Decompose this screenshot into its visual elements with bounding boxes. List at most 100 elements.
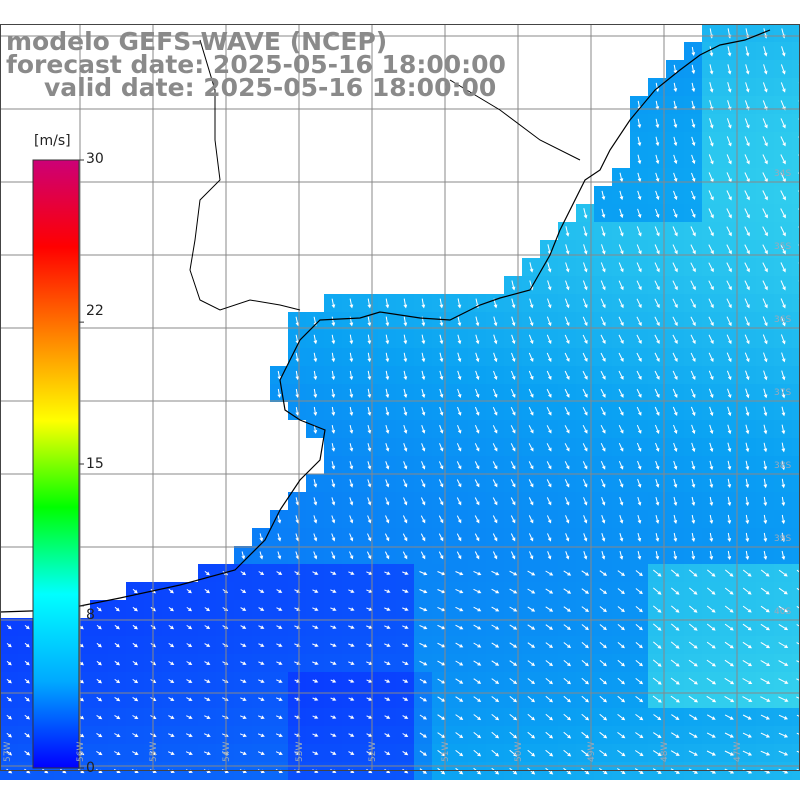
- wind-arrow: [637, 550, 642, 560]
- wind-arrow: [581, 642, 589, 649]
- wind-arrow: [204, 571, 210, 576]
- wind-arrow: [742, 587, 752, 595]
- wind-arrow: [511, 334, 516, 345]
- wind-arrow: [547, 533, 552, 542]
- wind-arrow: [528, 406, 534, 416]
- wind-arrow: [546, 316, 552, 327]
- wind-arrow: [510, 533, 516, 542]
- wind-arrow: [724, 677, 735, 685]
- wind-arrow: [456, 533, 462, 542]
- wind-arrow: [510, 370, 516, 380]
- wind-arrow: [780, 334, 786, 345]
- wind-arrow: [781, 478, 786, 489]
- wind-arrow: [780, 316, 786, 327]
- wind-arrow: [240, 625, 247, 629]
- wind-arrow: [385, 461, 390, 470]
- wind-arrow: [491, 570, 500, 576]
- wind-arrow: [582, 334, 588, 345]
- wind-arrow: [780, 280, 786, 291]
- wind-arrow: [601, 208, 606, 219]
- wind-arrow: [724, 695, 735, 703]
- wind-arrow: [527, 588, 536, 594]
- wind-arrow: [331, 370, 336, 381]
- wind-arrow: [727, 64, 732, 75]
- wind-arrow: [545, 606, 554, 612]
- wind-arrow: [473, 678, 482, 684]
- wind-arrow: [581, 570, 590, 576]
- ocean-cell: [792, 42, 800, 60]
- wind-arrow: [186, 697, 193, 701]
- wind-arrow: [295, 497, 300, 506]
- longitude-label: 47W: [733, 742, 743, 762]
- wind-arrow: [600, 370, 606, 380]
- wind-arrow: [419, 642, 428, 648]
- wind-arrow: [618, 226, 624, 237]
- wind-arrow: [708, 370, 714, 381]
- wind-arrow: [672, 316, 678, 327]
- ocean-cell: [792, 618, 800, 636]
- wind-arrow: [796, 768, 800, 772]
- wind-arrow: [654, 244, 660, 255]
- graticule: [0, 24, 800, 770]
- wind-arrow: [367, 388, 372, 399]
- colorbar-tick-label: 22: [86, 303, 104, 319]
- wind-arrow: [600, 280, 606, 291]
- wind-arrow: [455, 678, 464, 684]
- wind-arrow: [455, 732, 464, 739]
- wind-arrow: [780, 82, 786, 93]
- wind-arrow: [473, 570, 482, 576]
- wind-arrow: [132, 588, 138, 594]
- wind-arrow: [331, 533, 336, 542]
- wind-arrow: [473, 588, 482, 594]
- wind-arrow: [724, 659, 734, 667]
- wind-arrow: [24, 642, 30, 648]
- ocean-cell: [792, 690, 800, 708]
- wind-arrow: [744, 226, 750, 237]
- wind-arrow: [709, 100, 714, 111]
- wind-arrow: [239, 733, 247, 737]
- wind-arrow: [511, 280, 516, 291]
- wind-arrow: [708, 190, 714, 201]
- wind-arrow: [510, 551, 516, 560]
- wind-arrow: [796, 624, 800, 627]
- wind-arrow: [706, 641, 716, 649]
- wind-arrow: [726, 244, 732, 255]
- wind-arrow: [204, 697, 211, 701]
- wind-arrow: [780, 190, 786, 201]
- wind-arrow: [6, 714, 13, 720]
- wind-arrow: [581, 588, 590, 594]
- wind-arrow: [673, 478, 678, 489]
- wind-arrow: [637, 154, 642, 165]
- wind-arrow: [295, 515, 300, 524]
- wind-arrow: [545, 749, 554, 757]
- wind-arrow: [456, 497, 462, 506]
- ocean-cell: [792, 204, 800, 222]
- wind-arrow: [545, 570, 554, 576]
- wind-arrow: [564, 406, 570, 416]
- wind-arrow: [528, 533, 534, 542]
- wind-arrow: [652, 677, 662, 685]
- wind-arrow: [114, 733, 121, 738]
- wind-arrow: [635, 713, 644, 721]
- ocean-cell: [792, 330, 800, 348]
- wind-arrow: [349, 298, 354, 309]
- wind-arrow: [619, 533, 624, 542]
- wind-arrow: [670, 623, 680, 631]
- wind-arrow: [457, 334, 462, 345]
- wind-arrow: [636, 352, 642, 362]
- wind-arrow: [312, 625, 319, 629]
- wind-arrow: [796, 714, 800, 718]
- wind-arrow: [763, 496, 768, 507]
- wind-arrow: [581, 624, 589, 631]
- wind-arrow: [672, 298, 678, 309]
- wind-arrow: [385, 515, 390, 524]
- wind-arrow: [760, 750, 771, 756]
- wind-arrow: [510, 515, 516, 524]
- wind-arrow: [690, 370, 696, 381]
- wind-arrow: [185, 751, 193, 755]
- wind-arrow: [744, 244, 750, 255]
- wind-arrow: [528, 352, 534, 363]
- wind-arrow: [6, 660, 12, 666]
- country-border: [189, 39, 581, 311]
- wind-arrow: [545, 731, 554, 739]
